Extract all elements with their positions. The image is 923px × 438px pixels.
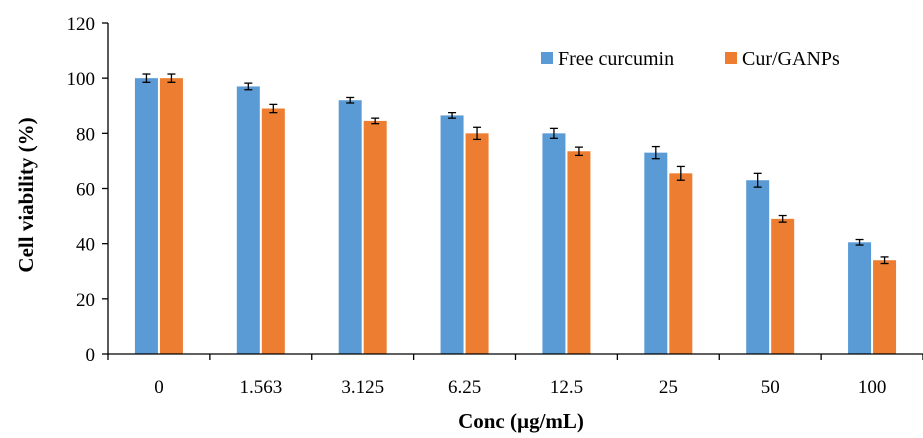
bar-cur-ganps-1	[261, 108, 285, 354]
bars-layer	[134, 78, 897, 355]
bar-free-curcumin-2	[338, 100, 362, 354]
x-tick-label: 50	[761, 377, 780, 398]
bar-free-curcumin-1	[236, 86, 260, 355]
legend-label: Cur/GANPs	[742, 48, 840, 70]
error-bar-1-5	[676, 165, 685, 181]
error-bar-1-4	[574, 146, 583, 157]
y-tick-label: 80	[76, 124, 95, 145]
bar-free-curcumin-3	[440, 115, 464, 354]
bar-cur-ganps-5	[669, 173, 693, 354]
x-tick-label: 6.25	[448, 377, 481, 398]
error-bar-1-0	[167, 73, 176, 83]
error-bar-0-7	[855, 238, 864, 246]
bar-free-curcumin-0	[134, 78, 158, 355]
error-bar-0-5	[651, 145, 660, 160]
error-bar-0-6	[753, 172, 762, 188]
error-bar-1-6	[778, 214, 787, 223]
error-bar-1-7	[880, 256, 889, 265]
bar-free-curcumin-7	[848, 242, 872, 354]
error-bar-0-0	[142, 73, 151, 83]
error-bar-1-3	[473, 126, 482, 141]
x-axis-title: Conc (µg/mL)	[458, 409, 584, 433]
x-tick-label: 0	[154, 377, 164, 398]
y-tick-labels: 0 20 40 60 80 100 120	[67, 14, 96, 366]
y-tick-label: 40	[76, 235, 95, 256]
bar-free-curcumin-4	[542, 133, 566, 354]
y-tick-label: 0	[86, 345, 96, 366]
bar-cur-ganps-3	[465, 133, 489, 354]
legend-label: Free curcumin	[558, 48, 674, 70]
x-tick-label: 100	[858, 377, 887, 398]
x-tick-label: 25	[659, 377, 678, 398]
bar-cur-ganps-0	[159, 78, 183, 355]
bar-free-curcumin-5	[644, 152, 668, 354]
bar-free-curcumin-6	[746, 180, 770, 354]
legend-swatch	[725, 52, 737, 64]
error-bar-1-2	[371, 117, 380, 125]
y-axis-title: Cell viability (%)	[14, 117, 38, 272]
x-tick-label: 3.125	[341, 377, 384, 398]
bar-cur-ganps-6	[771, 218, 795, 354]
axes-layer	[102, 22, 923, 360]
y-tick-label: 100	[67, 69, 96, 90]
error-bar-0-2	[346, 96, 355, 104]
error-bar-0-1	[244, 82, 253, 91]
bar-cur-ganps-4	[567, 151, 591, 354]
error-bar-0-4	[549, 127, 558, 139]
error-bars-layer	[142, 73, 889, 265]
x-tick-labels: 0 1.563 3.125 6.25 12.5 25 50 100	[154, 377, 886, 398]
legend: Free curcumin Cur/GANPs	[541, 48, 840, 70]
legend-item-cur-ganps: Cur/GANPs	[725, 48, 840, 70]
error-bar-1-1	[269, 103, 278, 114]
error-bar-0-3	[448, 111, 457, 119]
x-tick-label: 1.563	[239, 377, 282, 398]
y-tick-label: 20	[76, 290, 95, 311]
legend-item-free-curcumin: Free curcumin	[541, 48, 674, 70]
y-tick-label: 60	[76, 180, 95, 201]
legend-swatch	[541, 52, 553, 64]
bar-cur-ganps-2	[363, 120, 387, 354]
x-tick-label: 12.5	[550, 377, 583, 398]
bar-cur-ganps-7	[873, 260, 897, 354]
y-tick-label: 120	[67, 14, 96, 35]
